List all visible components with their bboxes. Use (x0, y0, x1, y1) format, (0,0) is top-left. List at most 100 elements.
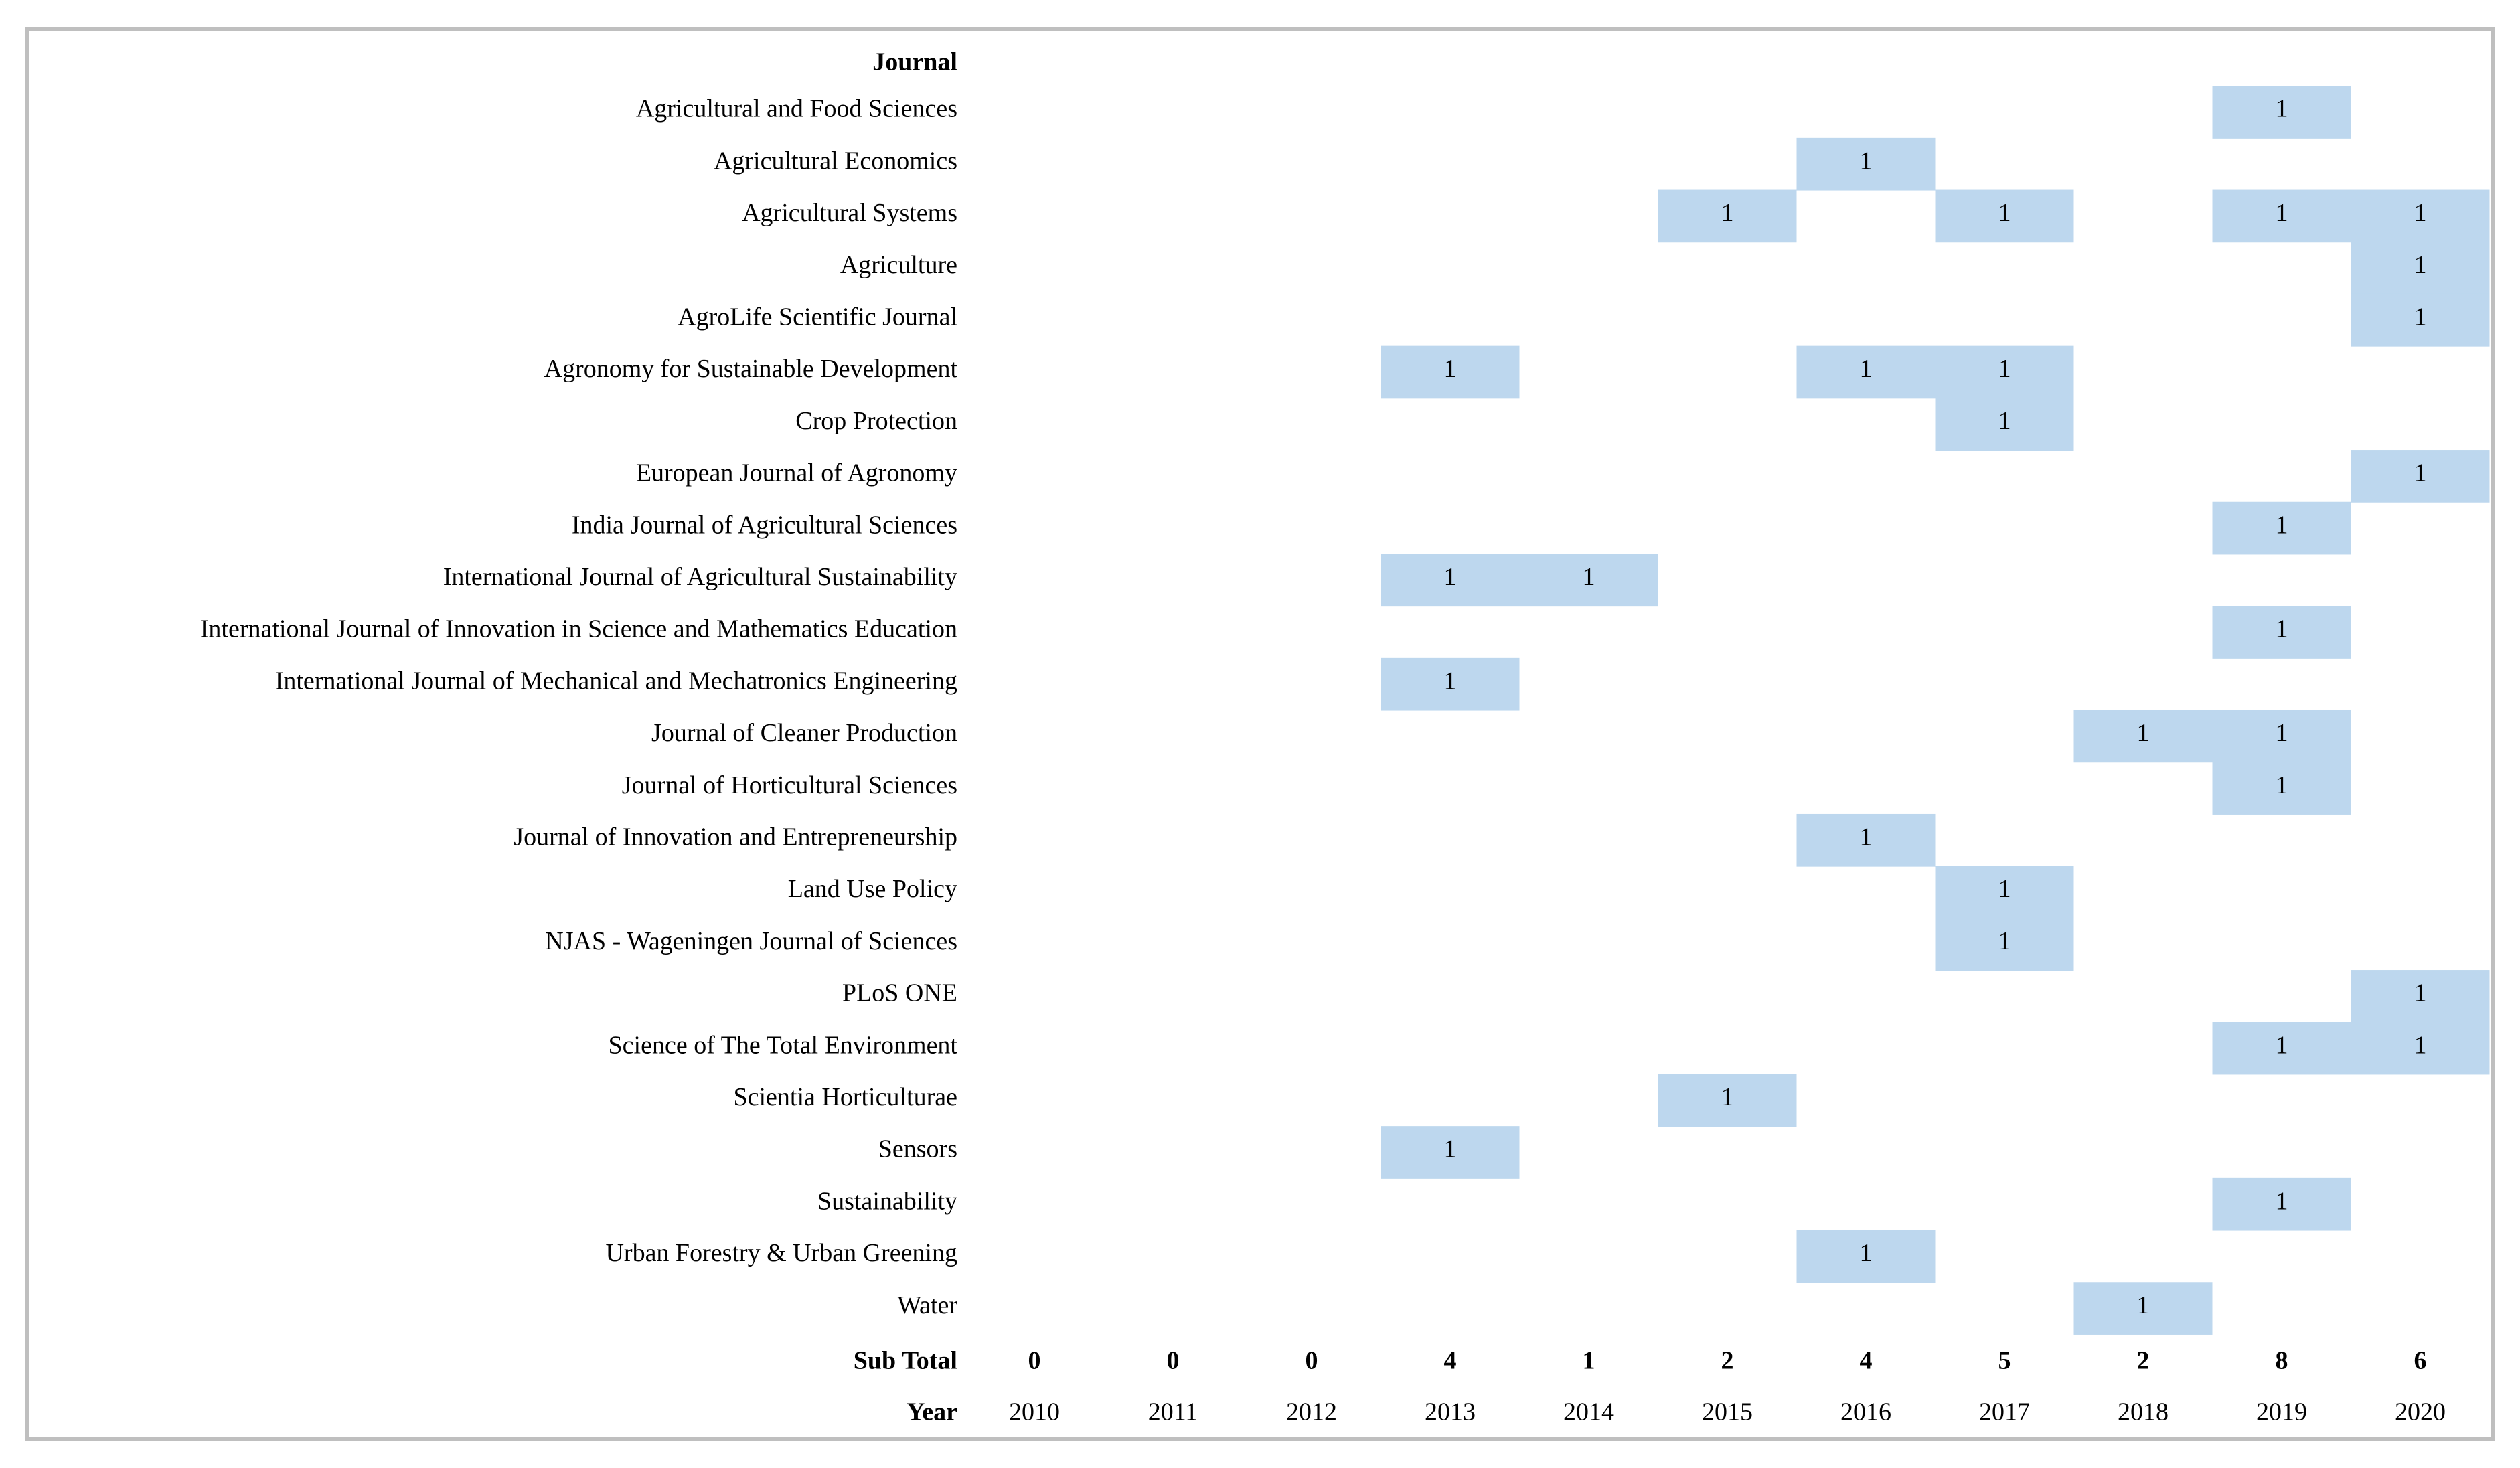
journal-name: Agricultural Systems (742, 199, 957, 227)
journal-name: Journal of Innovation and Entrepreneursh… (514, 823, 957, 851)
cell-value: 1 (1860, 355, 1873, 383)
year-value: 2013 (1425, 1398, 1476, 1426)
cell-value: 1 (1998, 875, 2011, 903)
cell-highlight (2351, 450, 2490, 503)
cell-value: 1 (2276, 771, 2288, 799)
cell-highlight (2212, 762, 2351, 815)
cell-value: 1 (2414, 1031, 2427, 1059)
cell-value: 1 (2414, 459, 2427, 487)
cell-value: 1 (1998, 355, 2011, 383)
journal-name: AgroLife Scientific Journal (678, 303, 957, 331)
subtotal-value: 2 (1721, 1347, 1734, 1375)
cell-highlight (1519, 554, 1658, 607)
cell-value: 1 (2137, 719, 2150, 747)
journal-name: International Journal of Agricultural Su… (443, 563, 957, 591)
cell-highlight (2212, 189, 2351, 243)
journal-name: India Journal of Agricultural Sciences (572, 511, 957, 539)
subtotal-value: 0 (1028, 1347, 1041, 1375)
journal-name: Agricultural Economics (714, 147, 957, 175)
journal-name: PLoS ONE (842, 979, 957, 1007)
journal-name: International Journal of Innovation in S… (200, 615, 957, 643)
subtotal-value: 2 (2137, 1347, 2150, 1375)
subtotal-value: 1 (1583, 1347, 1595, 1375)
subtotal-value: 6 (2414, 1347, 2427, 1375)
journal-name: Journal of Horticultural Sciences (622, 771, 957, 799)
journal-name: Crop Protection (795, 407, 957, 435)
cell-value: 1 (1860, 147, 1873, 175)
cell-highlight (2212, 86, 2351, 139)
journal-name: Land Use Policy (788, 875, 957, 903)
journal-name: Journal of Cleaner Production (651, 719, 957, 747)
cell-highlight (1935, 398, 2074, 451)
journal-name: Agronomy for Sustainable Development (544, 355, 958, 383)
year-value: 2011 (1148, 1398, 1198, 1426)
cell-value: 1 (1444, 667, 1457, 695)
cell-value: 1 (2414, 979, 2427, 1007)
cell-highlight (1381, 657, 1520, 711)
journal-name: European Journal of Agronomy (636, 459, 957, 487)
cell-value: 1 (2276, 615, 2288, 643)
cell-highlight (1796, 1230, 1936, 1283)
subtotal-value: 4 (1444, 1347, 1457, 1375)
cell-highlight (1796, 137, 1936, 191)
year-value: 2014 (1563, 1398, 1614, 1426)
cell-highlight (2351, 189, 2490, 243)
cell-highlight (1796, 813, 1936, 867)
year-label: Year (907, 1398, 957, 1426)
journal-name: International Journal of Mechanical and … (275, 667, 957, 695)
cell-highlight (1658, 189, 1797, 243)
cell-value: 1 (2137, 1291, 2150, 1319)
subtotal-value: 0 (1306, 1347, 1318, 1375)
cell-value: 1 (1998, 199, 2011, 227)
journal-name: Sensors (878, 1135, 957, 1163)
cell-highlight (2212, 1022, 2351, 1075)
cell-value: 1 (2414, 199, 2427, 227)
journal-name: Agriculture (840, 251, 957, 279)
year-value: 2019 (2256, 1398, 2307, 1426)
header-label: Journal (872, 48, 957, 76)
cell-value: 1 (1583, 563, 1595, 591)
cell-value: 1 (2414, 303, 2427, 331)
year-value: 2017 (1979, 1398, 2030, 1426)
cell-value: 1 (1444, 355, 1457, 383)
cell-value: 1 (1721, 199, 1734, 227)
cell-value: 1 (1444, 563, 1457, 591)
cell-value: 1 (1860, 1239, 1873, 1267)
subtotal-value: 0 (1167, 1347, 1180, 1375)
cell-value: 1 (2276, 511, 2288, 539)
cell-highlight (1935, 918, 2074, 971)
cell-value: 1 (2276, 1187, 2288, 1215)
cell-value: 1 (1998, 407, 2011, 435)
journal-name: Agricultural and Food Sciences (636, 95, 957, 123)
journal-name: Sustainability (817, 1187, 957, 1215)
cell-highlight (2212, 606, 2351, 659)
cell-highlight (2073, 710, 2213, 763)
cell-value: 1 (1444, 1135, 1457, 1163)
cell-highlight (1796, 345, 1936, 399)
cell-highlight (1658, 1074, 1797, 1127)
cell-highlight (1381, 1126, 1520, 1179)
cell-highlight (1381, 554, 1520, 607)
year-value: 2016 (1840, 1398, 1891, 1426)
year-value: 2012 (1286, 1398, 1337, 1426)
cell-value: 1 (2276, 95, 2288, 123)
cell-highlight (2212, 710, 2351, 763)
cell-value: 1 (2414, 251, 2427, 279)
cell-highlight (2351, 970, 2490, 1023)
journal-name: Scientia Horticulturae (734, 1083, 958, 1111)
year-value: 2010 (1009, 1398, 1060, 1426)
subtotal-value: 5 (1998, 1347, 2011, 1375)
subtotal-value: 4 (1860, 1347, 1873, 1375)
cell-highlight (1381, 345, 1520, 399)
cell-value: 1 (2276, 719, 2288, 747)
cell-value: 1 (2276, 1031, 2288, 1059)
cell-value: 1 (1721, 1083, 1734, 1111)
subtotal-value: 8 (2276, 1347, 2288, 1375)
journal-name: Water (897, 1291, 957, 1319)
cell-highlight (1935, 866, 2074, 919)
cell-highlight (2212, 501, 2351, 555)
cell-highlight (2351, 1022, 2490, 1075)
cell-highlight (2212, 1177, 2351, 1231)
